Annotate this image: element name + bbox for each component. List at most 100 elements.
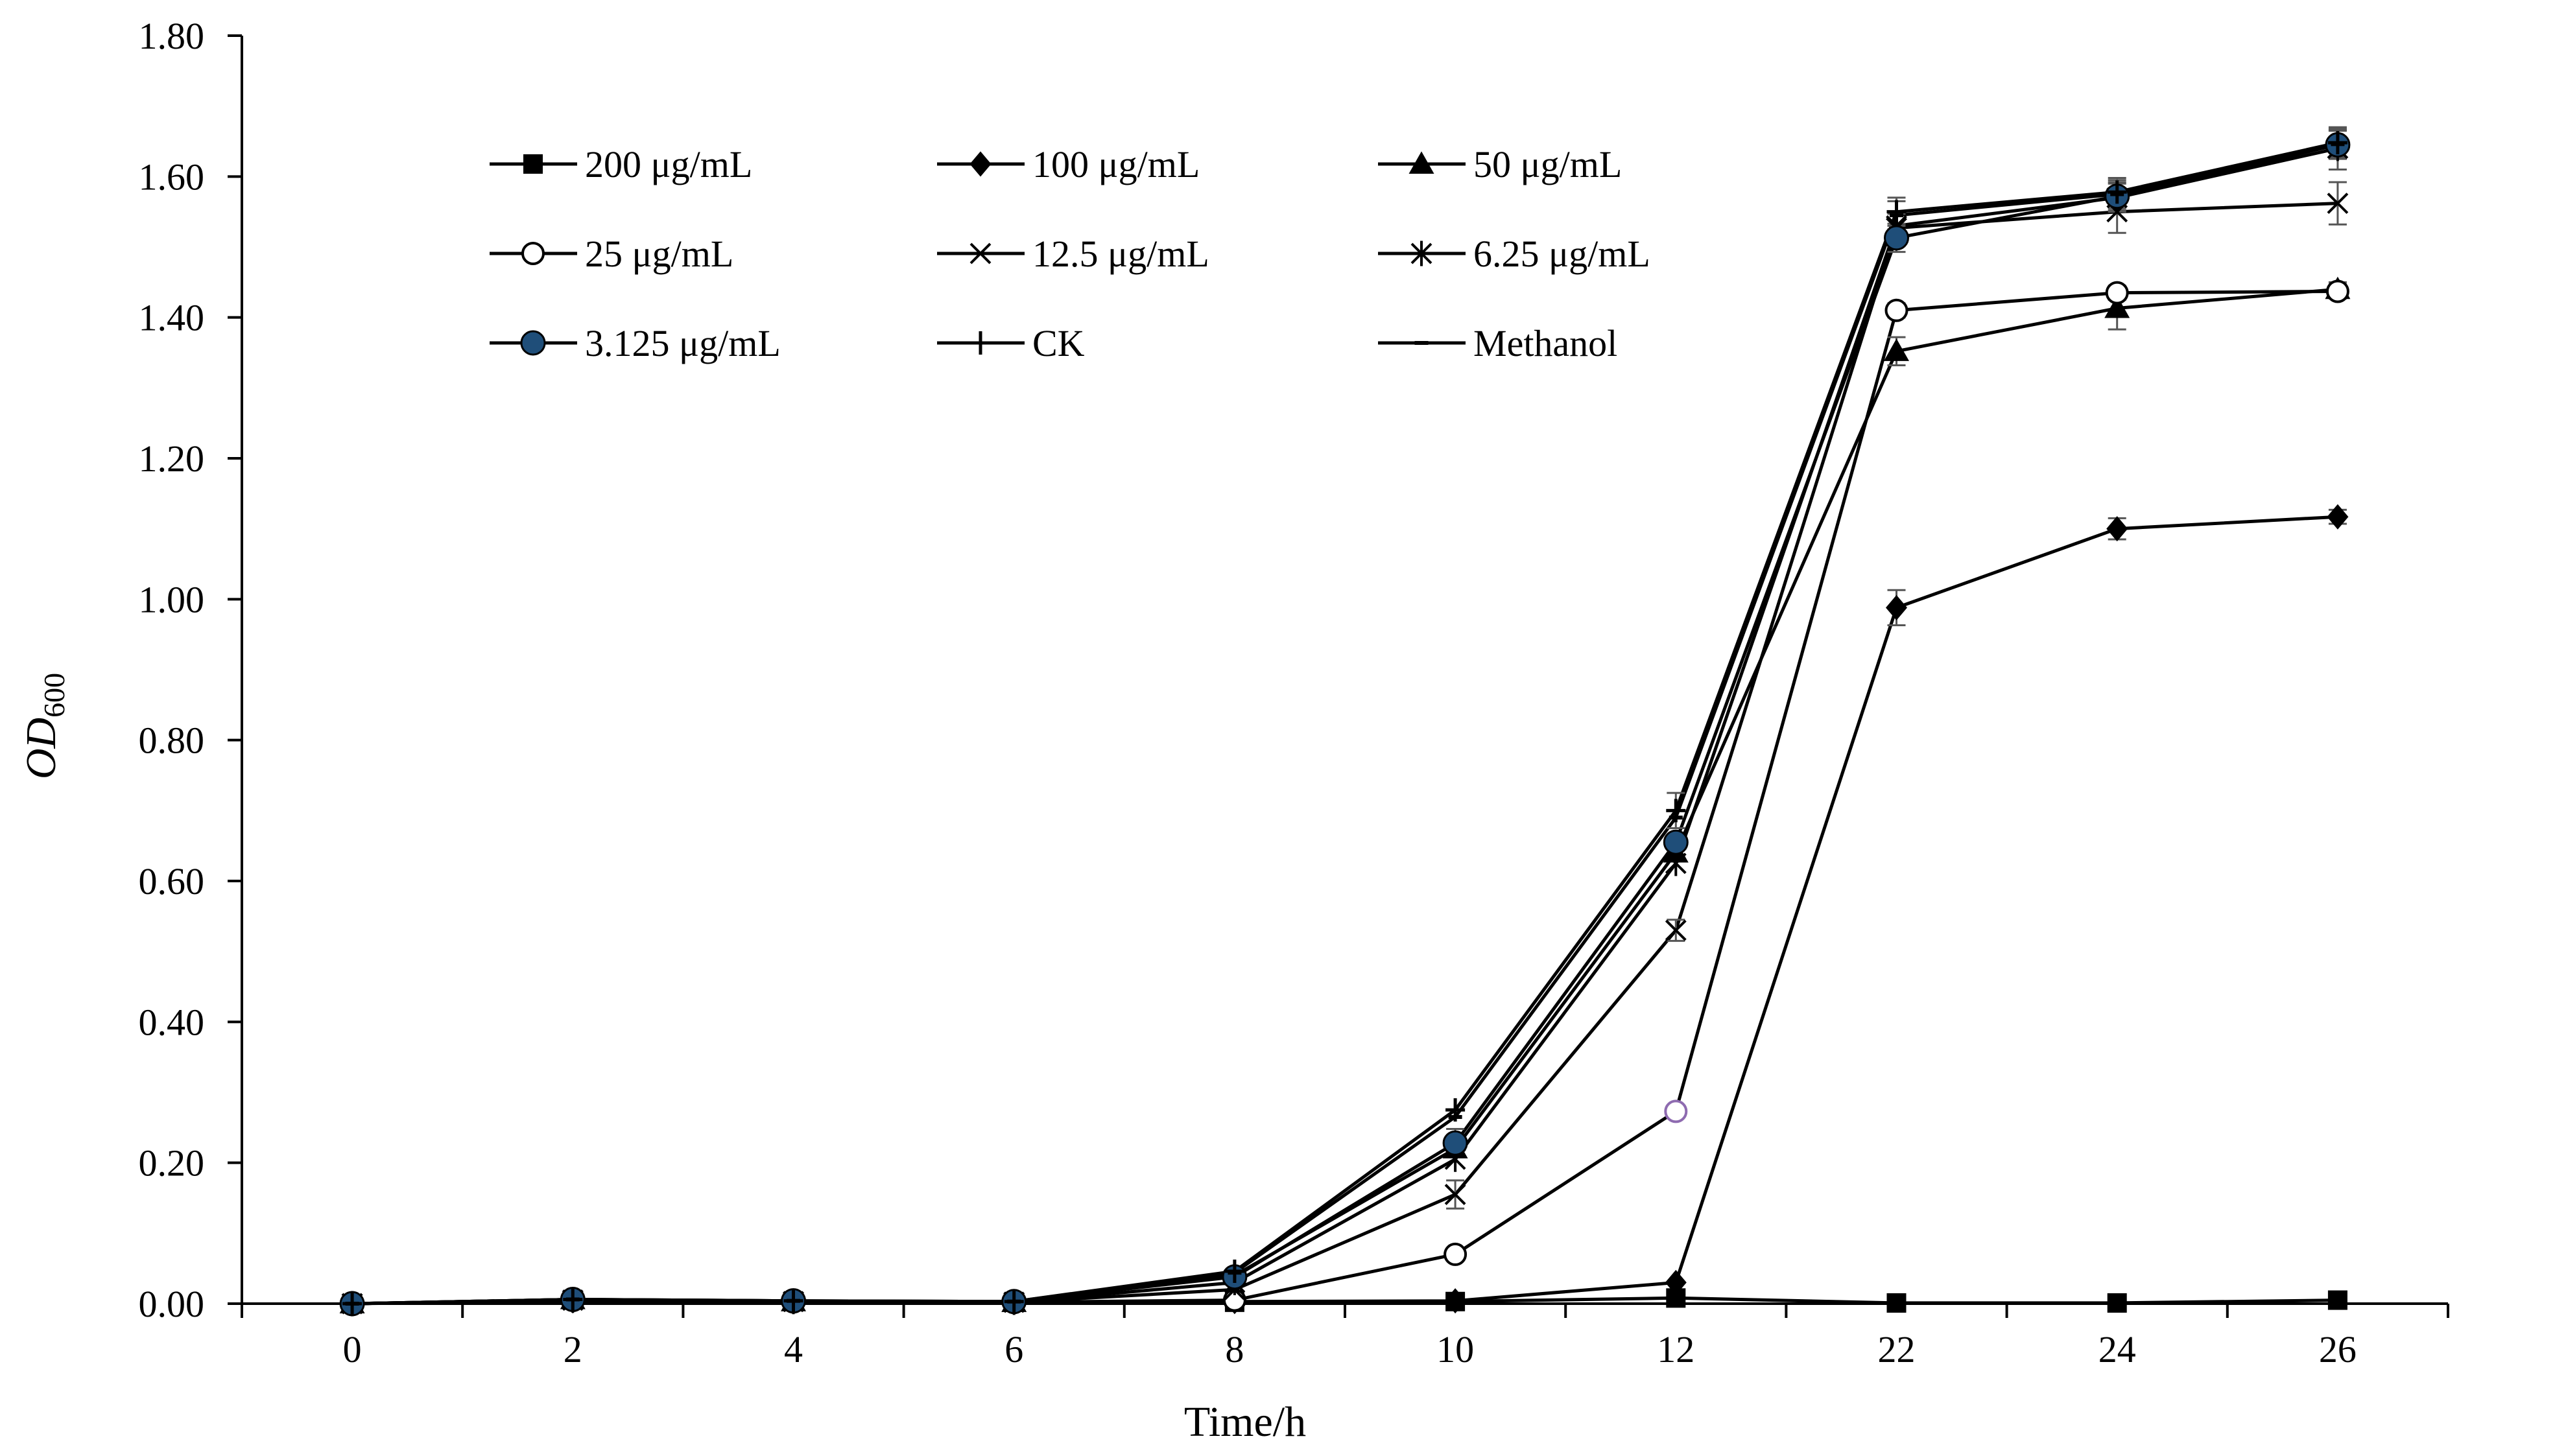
data-point — [2106, 516, 2128, 542]
data-point — [565, 1297, 580, 1302]
series-error-bars — [1446, 126, 2347, 1210]
legend-marker — [523, 154, 543, 174]
data-point — [2104, 296, 2130, 318]
legend-label: 3.125 μg/mL — [585, 322, 781, 364]
series-markers — [339, 131, 2351, 1317]
data-point — [2327, 504, 2349, 530]
x-tick-label: 0 — [343, 1328, 362, 1370]
x-tick-label: 4 — [784, 1328, 803, 1370]
series-line-8 — [352, 142, 2338, 1306]
legend-item: 12.5 μg/mL — [937, 233, 1209, 275]
y-tick-label: 1.00 — [139, 578, 205, 620]
x-axis-ticks: 0 2 4 6 8 10 12 22 24 26 — [241, 1304, 2449, 1370]
y-axis-title-main: OD — [18, 718, 65, 779]
series-line-6 — [352, 143, 2338, 1306]
series-line-4 — [352, 202, 2338, 1306]
series-line-2 — [352, 287, 2338, 1306]
y-tick-label: 0.60 — [139, 860, 205, 902]
y-axis-title-subscript: 600 — [38, 673, 71, 718]
legend-item: Methanol — [1378, 322, 1617, 364]
legend-label: CK — [1032, 322, 1085, 364]
data-point — [1007, 1299, 1021, 1304]
data-point — [1444, 1242, 1468, 1266]
data-point — [2107, 180, 2127, 204]
series-line-3 — [352, 290, 2338, 1306]
data-point — [2105, 281, 2129, 305]
data-point — [1669, 816, 1683, 820]
legend-item: 100 μg/mL — [937, 143, 1200, 185]
x-tick-label: 12 — [1657, 1328, 1694, 1370]
series-line-1 — [352, 515, 2338, 1306]
data-point — [1228, 1271, 1242, 1275]
data-point — [1886, 1293, 1907, 1313]
series-lines — [352, 141, 2338, 1306]
legend-marker — [520, 330, 546, 356]
legend-marker — [1408, 151, 1434, 174]
data-point — [1886, 200, 1907, 224]
x-tick-label: 26 — [2319, 1328, 2357, 1370]
data-point — [345, 1302, 359, 1306]
legend-marker — [521, 242, 545, 265]
data-point — [2110, 192, 2124, 196]
y-tick-label: 1.40 — [139, 297, 205, 339]
y-tick-label: 1.20 — [139, 438, 205, 480]
y-tick-label: 1.80 — [139, 15, 205, 57]
legend-label: Methanol — [1473, 322, 1617, 364]
data-point — [1444, 1288, 1466, 1314]
legend-item: 3.125 μg/mL — [490, 322, 781, 364]
data-point — [1890, 213, 1903, 218]
legend-item: 25 μg/mL — [490, 233, 733, 275]
x-tick-label: 24 — [2098, 1328, 2136, 1370]
legend-marker — [971, 331, 990, 355]
y-tick-label: 0.40 — [139, 1001, 205, 1043]
data-point — [1442, 1130, 1468, 1156]
legend-marker — [1410, 241, 1432, 266]
legend-label: 100 μg/mL — [1032, 143, 1200, 185]
legend-label: 200 μg/mL — [585, 143, 752, 185]
data-point — [1665, 1269, 1687, 1295]
x-axis-title: Time/h — [1184, 1398, 1306, 1446]
y-tick-label: 0.80 — [139, 720, 205, 762]
legend-label: 6.25 μg/mL — [1473, 233, 1650, 275]
data-point — [787, 1298, 800, 1303]
data-point — [1663, 829, 1689, 855]
legend-marker — [1414, 341, 1429, 345]
legend-item: 50 μg/mL — [1378, 143, 1622, 185]
x-tick-label: 2 — [564, 1328, 582, 1370]
legend-item: 6.25 μg/mL — [1378, 233, 1650, 275]
legend-marker — [969, 151, 992, 177]
y-tick-label: 0.00 — [139, 1283, 205, 1325]
y-tick-label: 0.20 — [139, 1142, 205, 1184]
data-point — [2325, 279, 2349, 303]
legend-item: CK — [937, 322, 1085, 364]
x-tick-label: 6 — [1004, 1328, 1023, 1370]
data-point — [2107, 1293, 2127, 1313]
x-tick-label: 22 — [1878, 1328, 1916, 1370]
x-tick-label: 8 — [1225, 1328, 1244, 1370]
data-point — [2331, 142, 2345, 147]
data-point — [1665, 851, 1687, 876]
x-tick-label: 10 — [1436, 1328, 1474, 1370]
y-axis-title: OD600 — [18, 673, 71, 779]
y-axis-ticks: 0.00 0.20 0.40 0.60 0.80 1.00 1.20 1.40 1.60 1.80 — [139, 15, 242, 1325]
y-tick-label: 1.60 — [139, 156, 205, 198]
data-point — [1444, 1184, 1466, 1205]
data-point — [1884, 298, 1908, 322]
data-point — [2327, 1290, 2347, 1310]
data-point — [1665, 919, 1687, 941]
data-point — [1884, 338, 1909, 361]
series-line-7 — [352, 141, 2338, 1306]
legend-label: 25 μg/mL — [585, 233, 733, 275]
legend-label: 12.5 μg/mL — [1032, 233, 1209, 275]
data-point — [1664, 1099, 1688, 1123]
data-point — [2327, 193, 2349, 215]
data-point — [1448, 1115, 1462, 1120]
legend-label: 50 μg/mL — [1473, 143, 1622, 185]
legend-marker — [969, 242, 992, 264]
legend: 200 μg/mL 100 μg/mL 50 μg/mL 25 μg/mL 12.5 μ… — [490, 143, 1650, 364]
data-point — [1886, 594, 1907, 620]
data-point — [1884, 225, 1909, 251]
legend-item: 200 μg/mL — [490, 143, 752, 185]
